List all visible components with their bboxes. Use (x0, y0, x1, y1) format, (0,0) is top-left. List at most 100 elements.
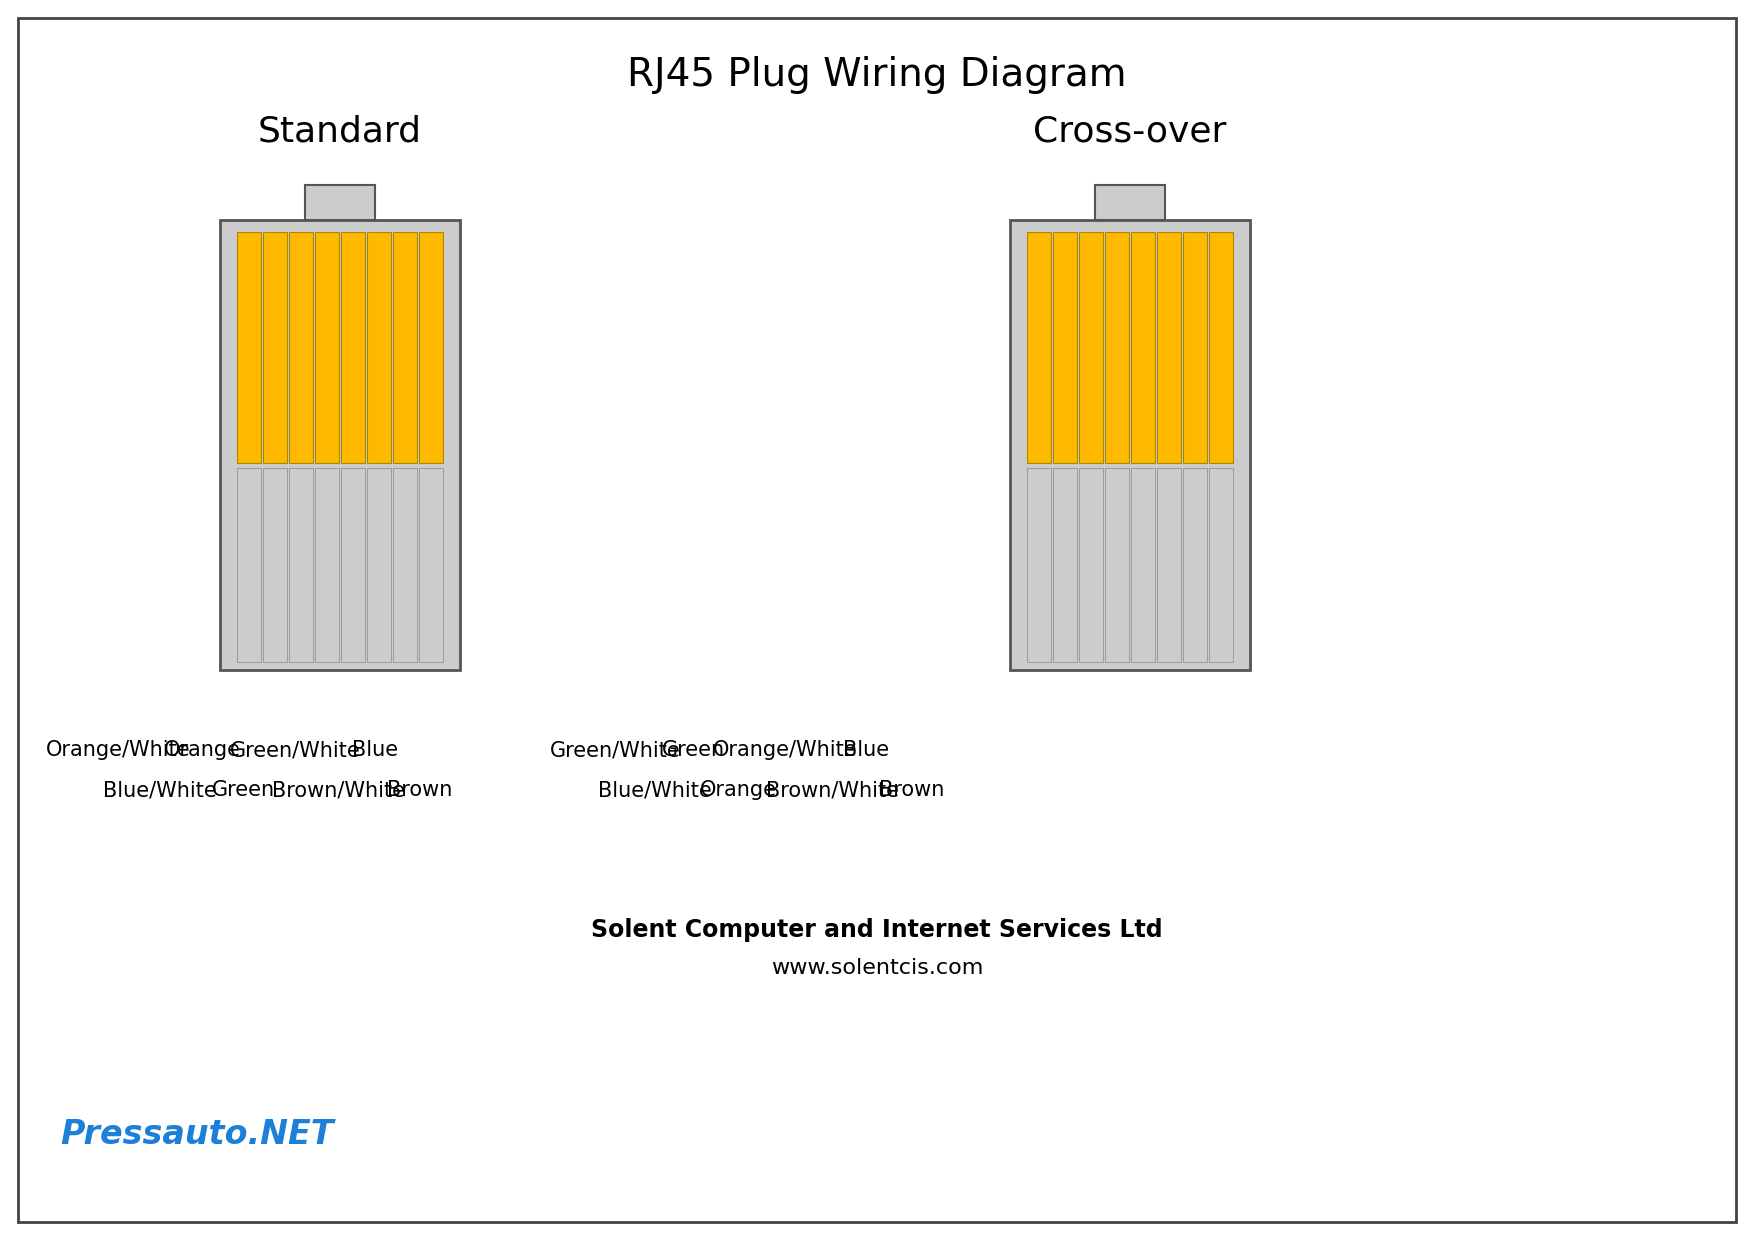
Bar (1182, 467, 1207, 662)
Polygon shape (393, 443, 417, 467)
Polygon shape (1079, 464, 1103, 490)
Polygon shape (1182, 378, 1207, 403)
Polygon shape (1131, 507, 1154, 533)
Polygon shape (237, 593, 261, 619)
Bar (367, 467, 391, 662)
Polygon shape (289, 615, 312, 640)
Polygon shape (1028, 486, 1051, 511)
Polygon shape (393, 551, 417, 575)
Polygon shape (289, 528, 312, 554)
Polygon shape (393, 636, 417, 662)
Polygon shape (1079, 636, 1103, 662)
Polygon shape (289, 551, 312, 575)
Polygon shape (289, 464, 312, 490)
Text: Green: Green (661, 740, 724, 760)
Polygon shape (1028, 701, 1051, 727)
Polygon shape (1182, 636, 1207, 662)
Bar (1131, 467, 1154, 662)
Polygon shape (1131, 572, 1154, 598)
Polygon shape (393, 593, 417, 619)
Polygon shape (289, 680, 312, 706)
Polygon shape (393, 486, 417, 511)
Polygon shape (340, 443, 365, 467)
Polygon shape (1028, 551, 1051, 575)
Bar (367, 232, 391, 463)
Polygon shape (393, 378, 417, 403)
Polygon shape (1182, 420, 1207, 446)
Bar (1052, 232, 1077, 463)
Polygon shape (1182, 615, 1207, 640)
Text: RJ45 Plug Wiring Diagram: RJ45 Plug Wiring Diagram (628, 56, 1126, 94)
Polygon shape (1028, 420, 1051, 446)
Polygon shape (1131, 356, 1154, 382)
Polygon shape (1182, 356, 1207, 382)
Text: Pressauto.NET: Pressauto.NET (60, 1118, 333, 1152)
Polygon shape (1182, 593, 1207, 619)
Bar (237, 467, 261, 662)
Bar (237, 232, 261, 463)
Polygon shape (1079, 507, 1103, 533)
Bar (237, 467, 261, 662)
Bar (1182, 232, 1207, 463)
Polygon shape (340, 593, 365, 619)
Bar (1209, 467, 1233, 662)
Bar (1131, 232, 1154, 463)
Polygon shape (340, 636, 365, 662)
Polygon shape (289, 399, 312, 425)
Bar (1028, 467, 1051, 662)
Text: Cross-over: Cross-over (1033, 115, 1226, 149)
Polygon shape (340, 464, 365, 490)
Polygon shape (237, 658, 261, 683)
Polygon shape (1079, 443, 1103, 467)
Text: Green: Green (212, 780, 275, 800)
Bar (1209, 467, 1233, 662)
Polygon shape (289, 486, 312, 511)
Polygon shape (340, 528, 365, 554)
Polygon shape (393, 356, 417, 382)
Polygon shape (1028, 356, 1051, 382)
Bar (1182, 467, 1207, 662)
Polygon shape (1028, 507, 1051, 533)
Polygon shape (1131, 399, 1154, 425)
Polygon shape (289, 443, 312, 467)
Polygon shape (393, 680, 417, 706)
Polygon shape (340, 378, 365, 403)
Polygon shape (340, 701, 365, 727)
Bar (263, 467, 288, 662)
Polygon shape (393, 420, 417, 446)
Polygon shape (289, 701, 312, 727)
Polygon shape (340, 658, 365, 683)
Polygon shape (1131, 486, 1154, 511)
Polygon shape (237, 399, 261, 425)
Bar (263, 467, 288, 662)
Bar (1028, 232, 1051, 463)
Polygon shape (340, 572, 365, 598)
Bar (289, 232, 312, 463)
Polygon shape (1131, 420, 1154, 446)
Bar (305, 185, 375, 219)
Text: Standard: Standard (258, 115, 423, 149)
Text: Orange: Orange (163, 740, 240, 760)
Bar (1158, 467, 1180, 662)
Polygon shape (340, 356, 365, 382)
Bar (1105, 467, 1130, 662)
Text: Blue/White: Blue/White (598, 780, 712, 800)
Polygon shape (1079, 551, 1103, 575)
Text: Orange: Orange (700, 780, 777, 800)
Polygon shape (237, 443, 261, 467)
Polygon shape (1131, 680, 1154, 706)
Polygon shape (340, 551, 365, 575)
Bar (289, 467, 312, 662)
Bar (419, 467, 444, 662)
Bar (1094, 185, 1165, 219)
Polygon shape (1182, 551, 1207, 575)
Bar (1158, 467, 1180, 662)
Bar (340, 232, 365, 463)
Polygon shape (1079, 378, 1103, 403)
Polygon shape (289, 378, 312, 403)
Polygon shape (1079, 528, 1103, 554)
Bar (289, 467, 312, 662)
Bar (1131, 467, 1154, 662)
Polygon shape (1182, 464, 1207, 490)
Polygon shape (237, 378, 261, 403)
